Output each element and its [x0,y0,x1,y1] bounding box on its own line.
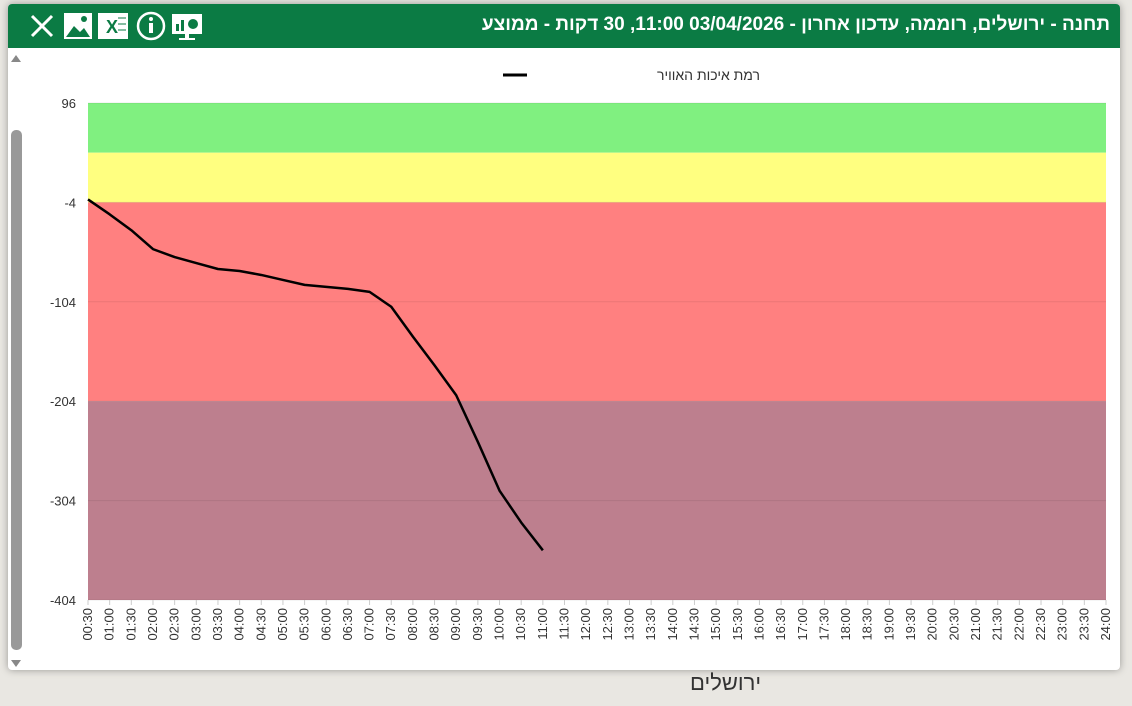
x-tick-label: 03:30 [210,608,225,641]
x-tick-label: 04:30 [253,608,268,641]
x-tick-label: 10:30 [513,608,528,641]
scrollbar [11,55,22,667]
x-tick-label: 22:30 [1033,608,1048,641]
x-tick-label: 13:30 [643,608,658,641]
legend-label: רמת איכות האוויר [657,67,760,83]
x-tick-label: 06:00 [318,608,333,641]
presentation-button[interactable] [172,14,202,40]
x-tick-label: 00:30 [80,608,95,641]
y-tick-label: -304 [50,494,76,509]
x-tick-label: 18:30 [860,608,875,641]
x-tick-label: 02:00 [145,608,160,641]
x-tick-label: 08:00 [405,608,420,641]
x-tick-label: 21:00 [968,608,983,641]
x-tick-label: 07:30 [383,608,398,641]
x-tick-label: 09:30 [470,608,485,641]
x-tick-label: 20:30 [946,608,961,641]
x-tick-label: 16:30 [773,608,788,641]
x-tick-label: 16:00 [751,608,766,641]
x-tick-label: 08:30 [427,608,442,641]
map-label: ירושלים [690,670,762,695]
x-tick-label: 23:30 [1076,608,1091,641]
x-tick-label: 20:00 [925,608,940,641]
toolbar: X [30,11,202,41]
plot-band [88,401,1106,600]
x-tick-label: 12:00 [578,608,593,641]
y-tick-label: -204 [50,394,76,409]
x-tick-label: 01:00 [102,608,117,641]
plot-band [88,152,1106,203]
x-tick-label: 23:00 [1055,608,1070,641]
x-tick-label: 13:00 [621,608,636,641]
close-button[interactable] [30,14,54,38]
x-tick-label: 11:30 [557,608,572,640]
info-button[interactable] [136,11,166,41]
dialog-title: תחנה - ירושלים, רוממה, עדכון אחרון - 03/… [481,14,1110,35]
x-tick-label: 11:00 [535,608,550,640]
x-tick-label: 14:30 [686,608,701,641]
y-tick-label: 96 [62,96,76,111]
x-tick-label: 10:00 [492,608,507,641]
x-tick-label: 02:30 [167,608,182,641]
dialog-header: תחנה - ירושלים, רוממה, עדכון אחרון - 03/… [8,4,1120,48]
x-tick-label: 05:30 [297,608,312,641]
x-tick-label: 07:00 [362,608,377,641]
x-tick-label: 06:30 [340,608,355,641]
y-tick-label: -404 [50,593,76,608]
excel-export-button[interactable]: X [98,13,128,39]
y-tick-label: -4 [64,195,76,210]
x-tick-label: 05:00 [275,608,290,641]
x-tick-label: 15:30 [730,608,745,641]
x-tick-label: 22:00 [1011,608,1026,641]
x-tick-label: 01:30 [123,608,138,641]
x-tick-label: 17:30 [816,608,831,641]
x-tick-label: 24:00 [1098,608,1113,641]
svg-text:X: X [106,17,118,37]
x-tick-label: 15:00 [708,608,723,641]
plot-band [88,103,1106,153]
image-export-button[interactable] [64,13,92,39]
x-tick-label: 19:30 [903,608,918,641]
x-tick-label: 17:00 [795,608,810,641]
x-tick-label: 14:00 [665,608,680,641]
y-tick-label: -104 [50,295,76,310]
x-tick-label: 21:30 [990,608,1005,641]
data-line [87,198,544,552]
x-tick-label: 18:00 [838,608,853,641]
scroll-thumb[interactable] [11,130,22,650]
x-tick-label: 09:00 [448,608,463,641]
x-tick-label: 19:00 [881,608,896,641]
x-tick-label: 12:30 [600,608,615,641]
x-tick-label: 04:00 [232,608,247,641]
x-tick-label: 03:00 [188,608,203,641]
plot-band [88,202,1106,402]
